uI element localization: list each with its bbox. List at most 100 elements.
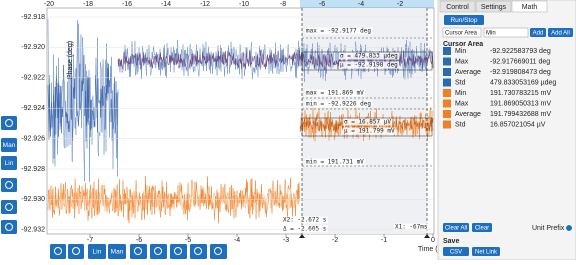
bottom-tick-label: -7 bbox=[87, 237, 93, 244]
annotation-bg bbox=[339, 61, 400, 69]
row-value: -92.922583793 deg bbox=[490, 48, 551, 55]
dropdown[interactable] bbox=[442, 27, 482, 38]
run-stop-button-label: Run/Stop bbox=[450, 17, 477, 24]
tool-button[interactable] bbox=[210, 244, 227, 259]
net-link-button[interactable] bbox=[472, 247, 500, 256]
tool-button[interactable] bbox=[1, 116, 17, 130]
net-link-button-label: Net Link bbox=[475, 250, 498, 256]
row-name: Std bbox=[455, 121, 466, 128]
section-title: Cursor Area bbox=[443, 41, 483, 48]
annotation: Δ = -2.605 s bbox=[283, 226, 327, 233]
tool-icon[interactable] bbox=[214, 247, 222, 255]
annotation-bg bbox=[305, 27, 373, 35]
annotation-bg bbox=[343, 118, 393, 126]
annotation: X1: -67ms bbox=[395, 224, 428, 231]
tool-button[interactable] bbox=[190, 244, 207, 259]
side-panel bbox=[437, 0, 576, 261]
tool-button[interactable] bbox=[1, 200, 17, 214]
color-swatch bbox=[443, 89, 451, 97]
tab-label[interactable]: Settings bbox=[481, 4, 507, 11]
color-swatch bbox=[443, 57, 451, 66]
row-name: Std bbox=[455, 79, 466, 86]
color-swatch bbox=[443, 47, 451, 55]
row-name: Average bbox=[455, 69, 481, 76]
top-tick-label: -16 bbox=[122, 1, 132, 8]
tab[interactable] bbox=[511, 0, 548, 13]
row-value: 191.869050313 mV bbox=[490, 100, 551, 107]
annotation-bg bbox=[343, 127, 396, 135]
tool-icon[interactable] bbox=[5, 181, 13, 189]
clear-all-button-label: Clear All bbox=[445, 226, 467, 232]
tab[interactable] bbox=[439, 0, 476, 13]
y-tick-label: -92.932 bbox=[21, 227, 45, 234]
bottom-tick-label: -1 bbox=[381, 237, 387, 244]
tool-button[interactable] bbox=[1, 220, 17, 234]
cursor-range-band bbox=[300, 0, 434, 8]
tab[interactable] bbox=[475, 0, 512, 13]
tool-icon[interactable] bbox=[134, 247, 142, 255]
dropdown[interactable] bbox=[483, 27, 529, 38]
toolbars: Man Lin Lin Man bbox=[1, 116, 227, 259]
tool-button[interactable] bbox=[1, 138, 17, 152]
row-value: 479.833053169 µdeg bbox=[490, 79, 556, 86]
stat-box bbox=[301, 117, 433, 137]
clear-all-button[interactable] bbox=[443, 223, 469, 232]
tool-button[interactable] bbox=[1, 156, 17, 170]
color-swatch bbox=[443, 78, 451, 87]
tool-icon[interactable] bbox=[174, 247, 182, 255]
annotation: σ = 479.833 µdeg bbox=[340, 53, 398, 60]
y-tick-label: -92.930 bbox=[21, 196, 45, 203]
annotation-bg bbox=[282, 225, 328, 233]
bottom-tick-label: 0 bbox=[431, 237, 435, 244]
row-name: Max bbox=[455, 100, 469, 107]
tool-button[interactable] bbox=[170, 244, 187, 259]
clear-button[interactable] bbox=[472, 223, 492, 232]
unit-prefix-label: Unit Prefix bbox=[532, 225, 565, 232]
add-button-label: Add bbox=[533, 31, 544, 37]
save-title: Save bbox=[443, 238, 459, 245]
row-value: -92.917669011 deg bbox=[490, 58, 550, 65]
top-tick-label: -4 bbox=[358, 1, 364, 8]
tool-icon[interactable] bbox=[72, 247, 80, 255]
unit-prefix-toggle[interactable] bbox=[565, 224, 573, 232]
annotation: X2: -2.672 s bbox=[283, 217, 327, 224]
y-tick-label: -92.918 bbox=[21, 14, 45, 21]
row-value: 16.857021054 µV bbox=[490, 121, 546, 128]
top-tick-label: -10 bbox=[239, 1, 249, 8]
tool-button[interactable] bbox=[1, 178, 17, 192]
tool-button[interactable] bbox=[108, 244, 126, 259]
tool-button[interactable] bbox=[88, 244, 106, 259]
tool-icon[interactable] bbox=[5, 223, 13, 231]
annotation: µ = 191.799 mV bbox=[344, 128, 395, 135]
tool-icon[interactable] bbox=[5, 119, 13, 127]
csv-button[interactable] bbox=[443, 247, 469, 256]
tool-icon[interactable] bbox=[5, 203, 13, 211]
trace bbox=[47, 188, 301, 212]
annotation: max = -92.9177 deg bbox=[306, 28, 371, 35]
tab-label[interactable]: Control bbox=[446, 4, 469, 11]
dropdown-label: Min bbox=[486, 31, 496, 37]
tool-button[interactable] bbox=[130, 244, 147, 259]
tool-button[interactable] bbox=[150, 244, 167, 259]
tab-label[interactable]: Math bbox=[522, 4, 538, 11]
tool-button[interactable] bbox=[68, 244, 84, 259]
tool-button[interactable] bbox=[50, 244, 66, 259]
dropdown-label: Cursor Area bbox=[445, 31, 478, 37]
tool-button-label: Man bbox=[3, 142, 16, 149]
y-tick-label: -92.928 bbox=[21, 166, 45, 173]
y-tick-label: -92.922 bbox=[21, 75, 45, 82]
annotation: min = -92.9226 deg bbox=[306, 101, 371, 108]
tool-icon[interactable] bbox=[54, 247, 62, 255]
tool-button-label: Lin bbox=[5, 160, 14, 167]
add-all-button[interactable] bbox=[548, 28, 573, 37]
color-swatch bbox=[443, 99, 451, 108]
annotation: min = 191.731 mV bbox=[306, 159, 364, 166]
tool-icon[interactable] bbox=[194, 247, 202, 255]
csv-button-label: CSV bbox=[450, 250, 462, 256]
y-label: Phase (deg) bbox=[67, 41, 74, 79]
tool-icon[interactable] bbox=[154, 247, 162, 255]
row-name: Min bbox=[455, 90, 466, 97]
run-stop-button[interactable] bbox=[444, 15, 484, 25]
add-button[interactable] bbox=[530, 28, 546, 37]
